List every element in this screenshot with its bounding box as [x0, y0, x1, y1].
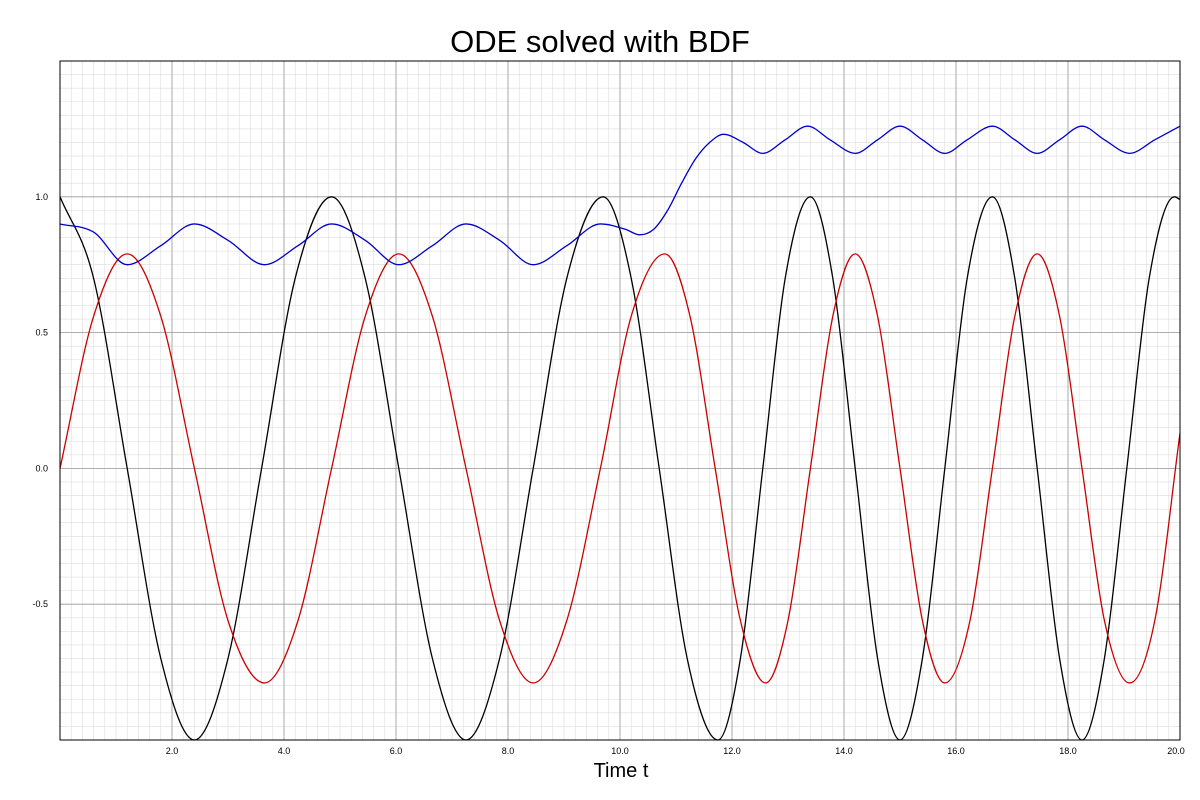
x-tick-label: 6.0	[390, 746, 403, 756]
x-tick-label: 8.0	[502, 746, 515, 756]
series-layer	[59, 125, 1181, 741]
series-line-1	[59, 196, 1181, 741]
x-axis-label: Time t	[594, 760, 649, 782]
x-tick-label: 2.0	[166, 746, 179, 756]
x-tick-label: 4.0	[278, 746, 291, 756]
x-tick-label: 18.0	[1059, 746, 1077, 756]
x-tick-label: 12.0	[723, 746, 741, 756]
plot-frame	[59, 60, 1181, 741]
y-tick-label: -0.5	[32, 599, 48, 609]
x-tick-label: 14.0	[835, 746, 853, 756]
y-tick-label: 0.5	[35, 328, 48, 338]
y-axis-ticks: -0.5 0.0 0.5 1.0	[32, 192, 48, 609]
series-line-2	[59, 253, 1181, 684]
x-axis-ticks: 2.0 4.0 6.0 8.0 10.0 12.0 14.0 16.0 18.0 20.0	[166, 746, 1185, 756]
x-tick-label: 10.0	[611, 746, 629, 756]
series-line-3	[59, 125, 1181, 266]
x-tick-label: 16.0	[947, 746, 965, 756]
y-tick-label: 1.0	[35, 192, 48, 202]
y-tick-label: 0.0	[35, 463, 48, 473]
x-tick-label: 20.0	[1167, 746, 1185, 756]
chart-title: ODE solved with BDF	[450, 24, 750, 59]
